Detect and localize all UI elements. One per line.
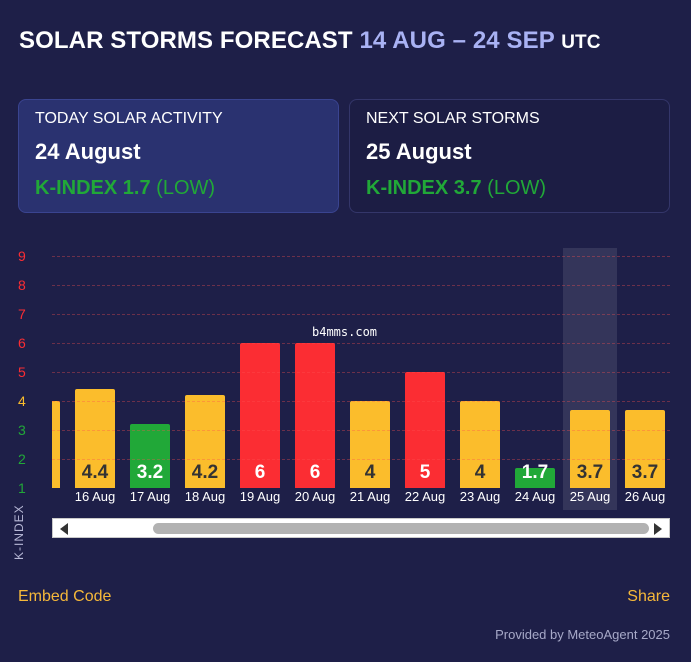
bar-24-aug[interactable]: 1.7 [515,462,555,488]
bar-20-aug[interactable]: 6 [295,343,335,488]
bar-16-aug[interactable]: 4.4 [75,389,115,488]
scroll-right-arrow-icon[interactable] [654,523,662,535]
provider-credit: Provided by MeteoAgent 2025 [495,627,670,642]
y-axis-title: K-INDEX [12,504,26,560]
scroll-thumb[interactable] [153,523,649,534]
scroll-left-arrow-icon[interactable] [60,523,68,535]
x-tick-label: 21 Aug [349,489,391,504]
x-tick-label: 22 Aug [404,489,446,504]
next-kindex-level: (LOW) [487,177,547,199]
x-tick-label: 18 Aug [184,489,226,504]
title-date-range: 14 AUG – 24 SEP [359,27,555,54]
today-card-label: TODAY SOLAR ACTIVITY [35,110,223,127]
bar-value-label: 4.2 [191,461,219,483]
x-tick-label: 16 Aug [74,489,116,504]
embed-code-link[interactable]: Embed Code [18,588,112,605]
today-kindex-level: (LOW) [156,177,216,199]
next-card-kindex: K-INDEX 3.7 (LOW) [366,177,653,200]
chart-scrollbar[interactable] [52,518,670,538]
bar-value-label: 6 [309,462,321,483]
y-tick-label: 2 [18,451,26,467]
grid-line [52,285,670,286]
y-tick-label: 8 [18,277,26,293]
bar-17-aug[interactable]: 3.2 [130,424,170,488]
bar-value-label: 3.2 [136,461,164,483]
x-tick-label: 19 Aug [239,489,281,504]
next-card-label: NEXT SOLAR STORMS [366,110,540,127]
y-tick-label: 6 [18,335,26,351]
bar-value-label: 6 [254,462,266,483]
next-card-date: 25 August [366,139,472,164]
grid-line [52,314,670,315]
next-kindex-value: K-INDEX 3.7 [366,177,482,199]
bar-19-aug[interactable]: 6 [240,343,280,488]
today-kindex-value: K-INDEX 1.7 [35,177,151,199]
bar-26-aug[interactable]: 3.7 [625,409,665,488]
bar-value-label: 4 [474,462,486,483]
today-card-date: 24 August [35,139,141,164]
y-tick-label: 1 [18,480,26,496]
y-tick-label: 7 [18,306,26,322]
x-tick-label: 25 Aug [569,489,611,504]
bar-value-label: 4 [364,462,376,483]
x-tick-label: 17 Aug [129,489,171,504]
bar-22-aug[interactable]: 5 [405,372,445,488]
bar-25-aug[interactable]: 3.7 [570,409,610,488]
grid-line [52,430,670,431]
x-tick-label: 26 Aug [624,489,666,504]
x-tick-label: 24 Aug [514,489,556,504]
x-tick-label: 20 Aug [294,489,336,504]
page-title: SOLAR STORMS FORECAST 14 AUG – 24 SEP UT… [19,27,601,55]
title-main: SOLAR STORMS FORECAST [19,27,353,54]
grid-line [52,459,670,460]
bar-21-aug[interactable]: 4 [350,401,390,488]
today-activity-card: TODAY SOLAR ACTIVITY 24 August K-INDEX 1… [18,99,339,213]
grid-line [52,401,670,402]
y-tick-label: 5 [18,364,26,380]
title-timezone: UTC [561,32,601,53]
y-tick-label: 3 [18,422,26,438]
x-tick-label: 23 Aug [459,489,501,504]
bar-23-aug[interactable]: 4 [460,401,500,488]
grid-line [52,372,670,373]
today-card-kindex: K-INDEX 1.7 (LOW) [35,177,322,200]
grid-line [52,256,670,257]
y-tick-label: 4 [18,393,26,409]
grid-line [52,343,670,344]
bar-value-label: 3.7 [576,461,604,483]
bar-value-label: 1.7 [521,461,549,483]
bar-value-label: 3.7 [631,461,659,483]
bar-value-label: 5 [419,462,431,483]
y-tick-label: 9 [18,248,26,264]
watermark-text: b4mms.com [312,325,378,339]
share-link[interactable]: Share [627,588,670,605]
bar-15-aug[interactable] [52,401,60,488]
bar-18-aug[interactable]: 4.2 [185,395,225,488]
bar-value-label: 4.4 [81,461,109,483]
next-storms-card: NEXT SOLAR STORMS 25 August K-INDEX 3.7 … [349,99,670,213]
